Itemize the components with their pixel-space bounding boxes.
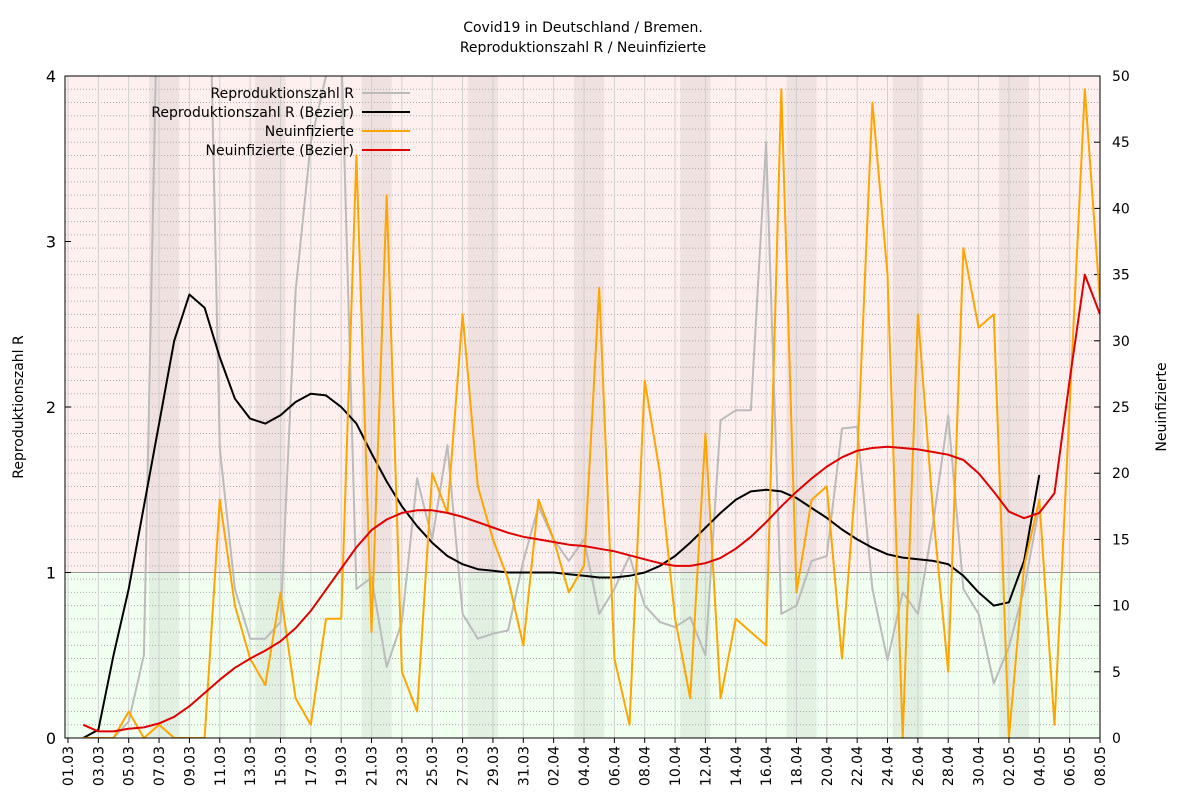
- x-tick-label: 02.04: [547, 746, 563, 786]
- y-tick-label: 1: [46, 564, 56, 583]
- x-tick-label: 04.04: [577, 746, 593, 786]
- x-tick-label: 13.03: [243, 746, 259, 786]
- x-tick-label: 27.03: [456, 746, 472, 786]
- x-tick-label: 04.05: [1032, 746, 1048, 786]
- x-tick-label: 08.04: [638, 746, 654, 786]
- x-tick-label: 26.04: [911, 746, 927, 786]
- y2-axis-label: Neuinfizierte: [1154, 362, 1170, 451]
- x-tick-label: 06.04: [607, 746, 623, 786]
- series-line: [83, 76, 1041, 738]
- x-tick-label: 31.03: [516, 746, 532, 786]
- x-tick-label: 10.04: [668, 746, 684, 786]
- x-tick-label: 02.05: [1002, 746, 1018, 786]
- y2-tick-label: 25: [1112, 400, 1130, 416]
- x-tick-label: 07.03: [152, 746, 168, 786]
- chart-subtitle: Reproduktionszahl R / Neuinfizierte: [460, 40, 706, 56]
- x-tick-label: 08.05: [1093, 746, 1109, 786]
- x-tick-label: 05.03: [122, 746, 138, 786]
- y-tick-label: 3: [46, 233, 56, 252]
- chart-title: Covid19 in Deutschland / Bremen.: [463, 20, 703, 36]
- x-tick-label: 01.03: [61, 746, 77, 786]
- y-axis-label: Reproduktionszahl R: [11, 335, 27, 479]
- plot-area: [82, 76, 1100, 738]
- x-tick-label: 20.04: [820, 746, 836, 786]
- weekend-band: [998, 76, 1030, 738]
- y2-tick-label: 20: [1112, 466, 1130, 482]
- legend-label: Neuinfizierte (Bezier): [206, 143, 354, 159]
- y2-tick-label: 10: [1112, 599, 1130, 615]
- y2-tick-label: 45: [1112, 135, 1130, 151]
- x-tick-label: 24.04: [881, 746, 897, 786]
- series-line: [82, 293, 1041, 738]
- legend-label: Reproduktionszahl R: [211, 86, 355, 102]
- plot-frame: [64, 75, 1101, 739]
- x-tick-label: 06.05: [1063, 746, 1079, 786]
- x-tick-label: 19.03: [334, 746, 350, 786]
- x-tick-label: 22.04: [850, 746, 866, 786]
- y-tick-label: 2: [46, 398, 56, 417]
- y2-tick-label: 5: [1112, 665, 1121, 681]
- x-tick-label: 03.03: [91, 746, 107, 786]
- y2-tick-label: 15: [1112, 532, 1130, 548]
- legend-label: Reproduktionszahl R (Bezier): [151, 105, 354, 121]
- y2-tick-label: 50: [1112, 69, 1130, 85]
- weekend-band: [361, 76, 392, 738]
- y2-tick-label: 0: [1112, 731, 1121, 747]
- x-tick-label: 18.04: [789, 746, 805, 786]
- x-tick-label: 28.04: [941, 746, 957, 786]
- x-tick-label: 15.03: [273, 746, 289, 786]
- upper-background: [65, 76, 1100, 573]
- y2-tick-label: 35: [1112, 268, 1130, 284]
- y2-tick-label: 30: [1112, 334, 1130, 350]
- y2-tick-label: 40: [1112, 201, 1130, 217]
- x-tick-label: 25.03: [425, 746, 441, 786]
- x-tick-label: 21.03: [365, 746, 381, 786]
- legend-label: Neuinfizierte: [265, 124, 354, 140]
- x-tick-label: 14.04: [729, 746, 745, 786]
- x-tick-label: 11.03: [213, 746, 229, 786]
- x-tick-label: 17.03: [304, 746, 320, 786]
- x-tick-label: 09.03: [182, 746, 198, 786]
- y-tick-label: 4: [46, 67, 56, 86]
- y-tick-label: 0: [46, 729, 56, 748]
- x-tick-label: 23.03: [395, 746, 411, 786]
- series-line: [83, 88, 1100, 738]
- x-tick-label: 30.04: [972, 746, 988, 786]
- x-tick-label: 12.04: [698, 746, 714, 786]
- x-tick-label: 29.03: [486, 746, 502, 786]
- series-line: [82, 273, 1100, 733]
- x-tick-label: 16.04: [759, 746, 775, 786]
